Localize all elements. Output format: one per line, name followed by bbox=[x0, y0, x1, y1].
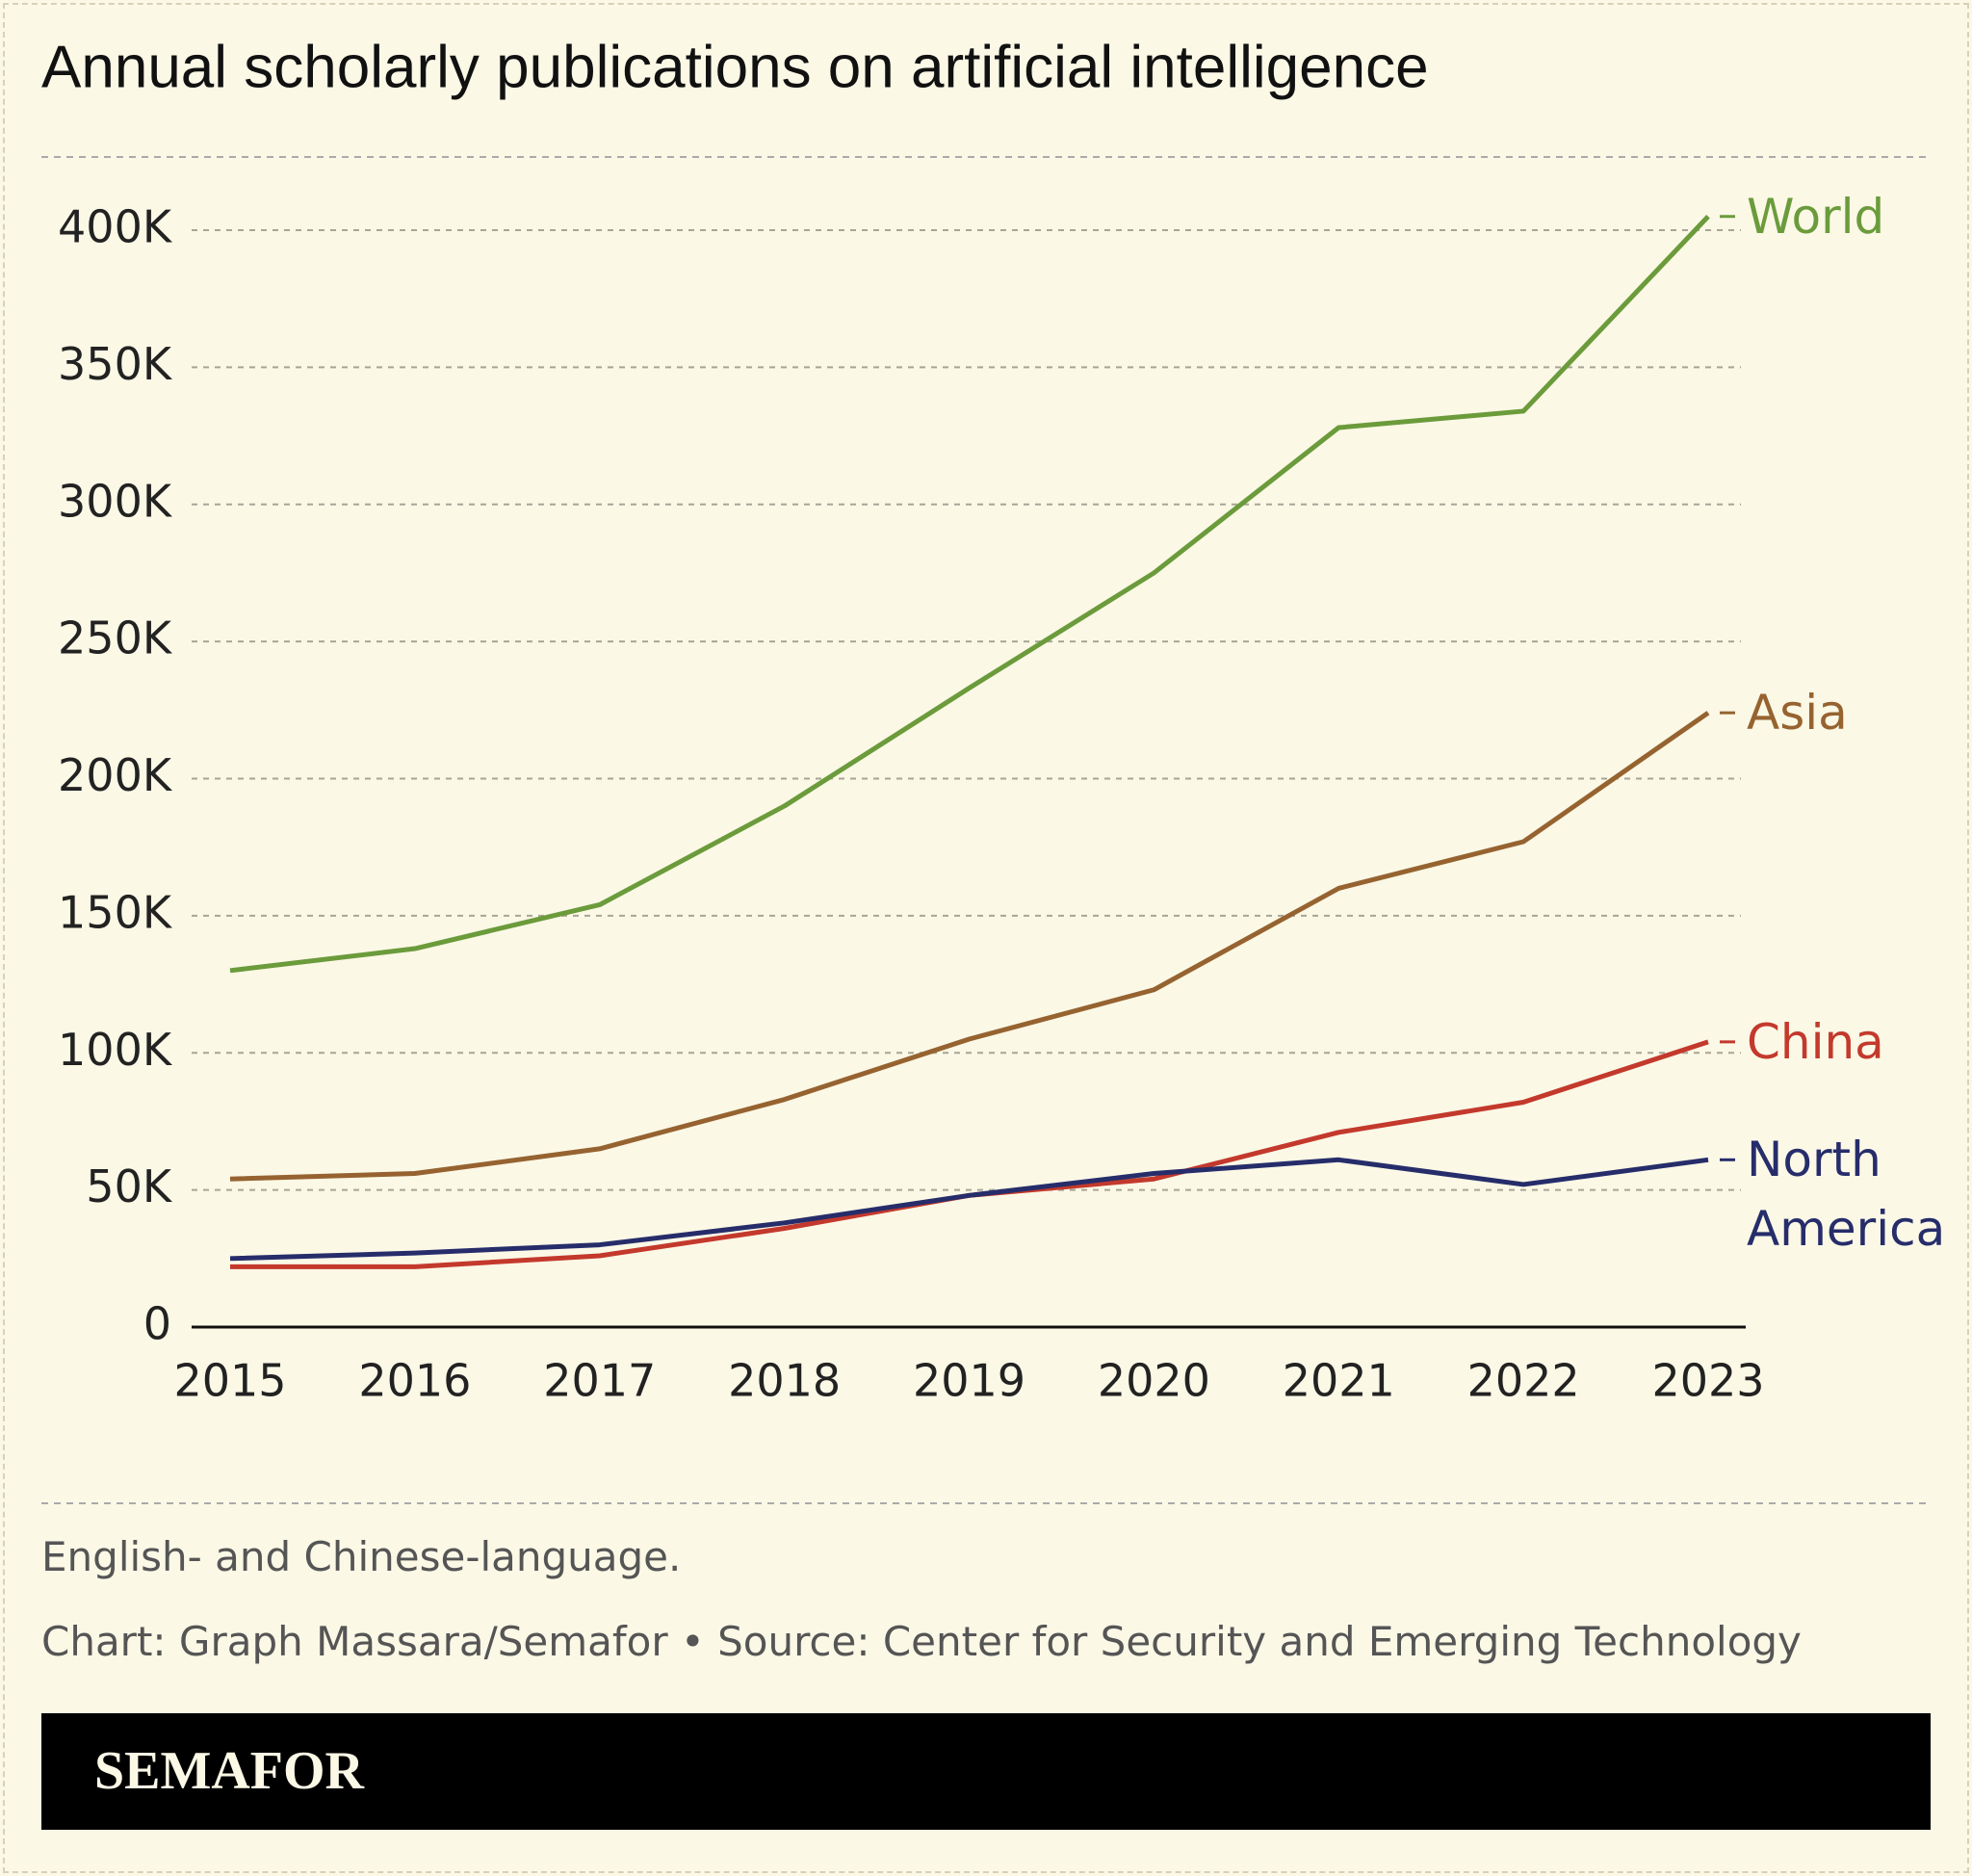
y-tick-label: 350K bbox=[58, 338, 173, 390]
line bbox=[230, 1039, 1709, 1269]
y-tick-label: 250K bbox=[58, 612, 173, 664]
y-tick-label: 300K bbox=[58, 475, 173, 527]
chart-title: Annual scholarly publications on artific… bbox=[41, 34, 1429, 100]
y-tick-label: 100K bbox=[58, 1024, 173, 1076]
brand: SEMAFOR bbox=[94, 1741, 364, 1801]
source: Chart: Graph Massara/Semafor • Source: C… bbox=[41, 1618, 1802, 1665]
y-tick-label: 400K bbox=[58, 201, 173, 253]
y-tick-label: 50K bbox=[86, 1160, 173, 1212]
x-tick-label: 2015 bbox=[173, 1355, 286, 1407]
y-tick-label: 150K bbox=[58, 886, 173, 938]
series-label: North America bbox=[1747, 1132, 1946, 1258]
x-tick-label: 2019 bbox=[913, 1355, 1025, 1407]
series-label: China bbox=[1747, 1013, 1884, 1070]
series-label: World bbox=[1747, 188, 1885, 245]
y-tick-label: 200K bbox=[58, 749, 173, 801]
line bbox=[229, 1157, 1709, 1262]
x-tick-label: 2016 bbox=[358, 1355, 471, 1407]
x-tick-label: 2022 bbox=[1467, 1355, 1580, 1407]
line bbox=[229, 711, 1710, 1182]
x-tick-label: 2018 bbox=[728, 1355, 841, 1407]
x-tick-label: 2017 bbox=[543, 1355, 656, 1407]
brand-band: SEMAFOR bbox=[41, 1713, 1931, 1830]
series-label: Asia bbox=[1747, 685, 1848, 742]
frame bbox=[3, 3, 1969, 1873]
note: English- and Chinese-language. bbox=[41, 1533, 682, 1580]
x-tick-label: 2020 bbox=[1098, 1355, 1210, 1407]
x-tick-label: 2021 bbox=[1283, 1355, 1395, 1407]
line bbox=[229, 215, 1710, 974]
y-tick-label: 0 bbox=[143, 1298, 171, 1350]
x-tick-label: 2023 bbox=[1651, 1355, 1764, 1407]
